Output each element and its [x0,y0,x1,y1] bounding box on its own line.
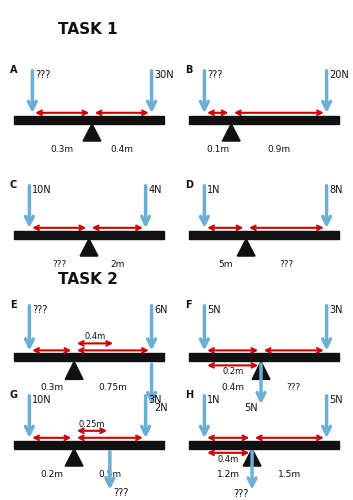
Text: 8N: 8N [330,185,343,195]
Polygon shape [65,362,83,380]
Text: 5N: 5N [207,305,221,315]
Bar [14,231,163,239]
Text: ???: ??? [279,260,293,269]
Text: 1N: 1N [207,395,221,405]
Text: 0.4m: 0.4m [217,455,239,464]
Text: 0.75m: 0.75m [98,384,127,392]
Polygon shape [243,449,261,466]
Text: 5m: 5m [218,260,233,269]
Text: G: G [10,390,18,400]
Text: 0.4m: 0.4m [110,145,133,154]
Text: 2m: 2m [110,260,125,269]
Text: 4N: 4N [149,185,162,195]
Text: 3N: 3N [330,305,343,315]
Text: 3N: 3N [149,395,162,405]
Text: E: E [10,300,17,310]
Polygon shape [83,124,101,141]
Text: 0.5m: 0.5m [98,470,121,479]
Bar [14,441,163,449]
Text: ???: ??? [35,70,51,80]
Text: 0.9m: 0.9m [267,145,291,154]
Text: TASK 2: TASK 2 [58,272,118,287]
Text: 6N: 6N [155,305,168,315]
Text: 10N: 10N [32,185,52,195]
Text: D: D [185,180,193,190]
Text: 2N: 2N [155,403,168,413]
Text: 0.2m: 0.2m [222,368,243,376]
Text: 5N: 5N [244,404,258,413]
Text: TASK 1: TASK 1 [59,22,118,37]
Text: 0.3m: 0.3m [40,384,63,392]
Bar [14,116,163,124]
Text: 0.25m: 0.25m [79,420,105,429]
Text: 0.4m: 0.4m [221,384,244,392]
Text: 1.5m: 1.5m [278,470,301,479]
Text: ???: ??? [234,489,249,499]
Text: 20N: 20N [330,70,349,80]
Text: H: H [185,390,193,400]
Text: 5N: 5N [330,395,343,405]
Bar [190,116,339,124]
Text: ???: ??? [287,384,301,392]
Bar [190,231,339,239]
Bar [14,354,163,362]
Polygon shape [252,362,270,380]
Text: 30N: 30N [155,70,174,80]
Text: 0.4m: 0.4m [84,332,106,342]
Text: A: A [10,65,18,75]
Text: ???: ??? [113,488,128,498]
Text: 1N: 1N [207,185,221,195]
Text: 0.2m: 0.2m [40,470,63,479]
Text: 10N: 10N [32,395,52,405]
Text: B: B [185,65,192,75]
Polygon shape [237,239,255,256]
Polygon shape [65,449,83,466]
Text: ???: ??? [32,305,48,315]
Text: 1.2m: 1.2m [217,470,240,479]
Text: ???: ??? [52,260,66,269]
Text: C: C [10,180,17,190]
Polygon shape [222,124,240,141]
Text: 0.3m: 0.3m [50,145,74,154]
Bar [190,354,339,362]
Polygon shape [80,239,98,256]
Text: 0.1m: 0.1m [206,145,229,154]
Text: ???: ??? [207,70,223,80]
Bar [190,441,339,449]
Text: F: F [185,300,192,310]
